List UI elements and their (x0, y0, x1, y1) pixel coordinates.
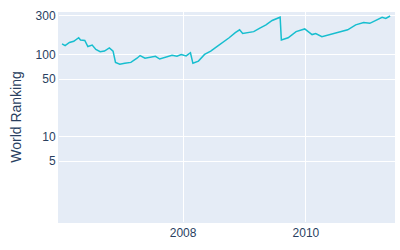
svg-text:2008: 2008 (170, 226, 197, 240)
svg-text:World Ranking: World Ranking (8, 71, 24, 163)
svg-text:50: 50 (42, 72, 56, 86)
svg-text:100: 100 (36, 48, 56, 62)
svg-text:300: 300 (36, 9, 56, 23)
svg-text:10: 10 (42, 130, 56, 144)
svg-text:5: 5 (49, 154, 56, 168)
svg-text:2010: 2010 (293, 226, 320, 240)
